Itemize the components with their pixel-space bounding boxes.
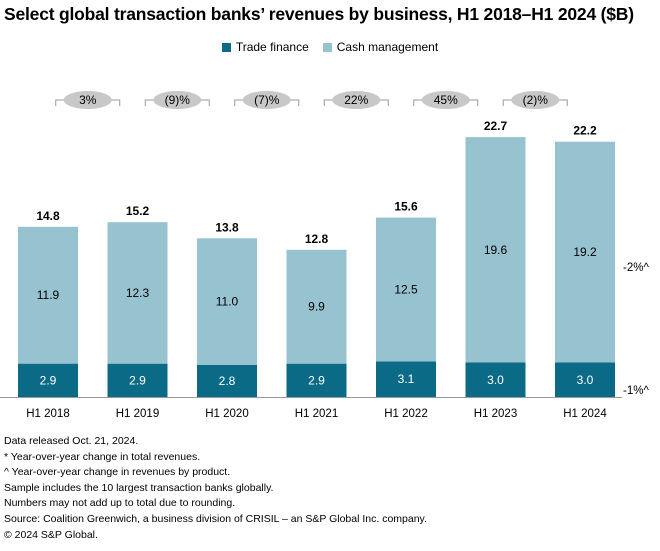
data-label: 19.2 — [573, 245, 597, 259]
yoy-total-label: 45% — [434, 93, 458, 107]
data-label: 3.0 — [577, 373, 594, 387]
yoy-pill — [63, 91, 112, 109]
data-label: 2.8 — [219, 374, 236, 388]
total-label: 22.2 — [573, 124, 597, 138]
x-tick-label: H1 2021 — [295, 408, 338, 420]
legend-label: Cash management — [336, 40, 439, 54]
chart-plot: 2.9 11.9 14.8 H1 2018 2.9 12.3 15.2 H1 2019 2.8 1… — [0, 91, 649, 420]
chart-title: Select global transaction banks’ revenue… — [4, 4, 634, 24]
yoy-total-label: (7)% — [254, 93, 280, 107]
yoy-total-label: 22% — [344, 93, 368, 107]
legend-swatch — [322, 42, 332, 52]
legend: Trade finance Cash management — [0, 40, 660, 54]
data-label: 11.0 — [216, 295, 239, 309]
total-label: 13.8 — [215, 220, 239, 234]
bar-trade-finance — [286, 363, 347, 397]
data-label: 3.1 — [398, 372, 415, 386]
note: * Year-over-year change in total revenue… — [4, 450, 201, 463]
data-label: 11.9 — [37, 288, 60, 302]
yoy-total-label: 3% — [79, 93, 97, 107]
bar-trade-finance — [18, 363, 78, 397]
total-label: 14.8 — [36, 209, 60, 223]
yoy-pill — [242, 91, 291, 109]
bar-cash-management — [18, 226, 78, 364]
data-label: 9.9 — [308, 300, 325, 314]
note: © 2024 S&P Global. — [4, 528, 98, 541]
x-tick-label: H1 2023 — [474, 408, 517, 420]
yoy-pill — [421, 91, 470, 109]
bar-trade-finance — [107, 363, 168, 397]
legend-item-cash-management: Cash management — [322, 40, 439, 54]
bar-cash-management — [107, 222, 168, 364]
footnotes: Data released Oct. 21, 2024. * Year-over… — [4, 434, 427, 543]
data-label: 12.5 — [394, 282, 418, 296]
data-label: 2.9 — [40, 373, 57, 387]
bar-cash-management — [197, 238, 257, 365]
note: Numbers may not add up to total due to r… — [4, 497, 236, 510]
note: Sample includes the 10 largest transacti… — [4, 481, 274, 494]
x-tick-label: H1 2022 — [384, 408, 427, 420]
note: Source: Coalition Greenwich, a business … — [4, 512, 427, 525]
legend-swatch — [221, 42, 231, 52]
yoy-pill — [332, 91, 381, 109]
data-label: 3.0 — [487, 373, 504, 387]
total-label: 22.7 — [484, 119, 508, 133]
data-label: 19.6 — [484, 243, 508, 257]
yoy-total-label: (2)% — [523, 93, 549, 107]
data-label: 2.9 — [129, 373, 146, 387]
x-tick-label: H1 2024 — [563, 408, 607, 420]
yoy-trade-finance-label: -1%^ — [623, 385, 649, 397]
bar-trade-finance — [555, 362, 615, 397]
bar-cash-management — [286, 249, 347, 364]
legend-label: Trade finance — [235, 40, 309, 54]
x-tick-label: H1 2020 — [205, 408, 248, 420]
data-label: 2.9 — [308, 373, 325, 387]
yoy-total-label: (9)% — [165, 93, 191, 107]
total-label: 15.6 — [394, 200, 418, 214]
x-tick-label: H1 2019 — [116, 408, 159, 420]
bar-cash-management — [465, 137, 526, 363]
bar-trade-finance — [197, 364, 257, 397]
note: Data released Oct. 21, 2024. — [4, 435, 139, 447]
yoy-pill — [511, 91, 560, 109]
data-label: 12.3 — [126, 286, 150, 300]
bar-trade-finance — [376, 361, 436, 397]
bar-cash-management — [376, 217, 436, 362]
yoy-cash-management-label: -2%^ — [623, 262, 649, 274]
x-tick-label: H1 2018 — [26, 408, 69, 420]
total-label: 15.2 — [126, 204, 150, 218]
bar-trade-finance — [465, 362, 526, 397]
bar-cash-management — [555, 141, 615, 363]
note: ^ Year-over-year change in revenues by p… — [4, 466, 231, 479]
yoy-pill — [153, 91, 202, 109]
legend-item-trade-finance: Trade finance — [221, 40, 309, 54]
total-label: 12.8 — [305, 232, 329, 246]
